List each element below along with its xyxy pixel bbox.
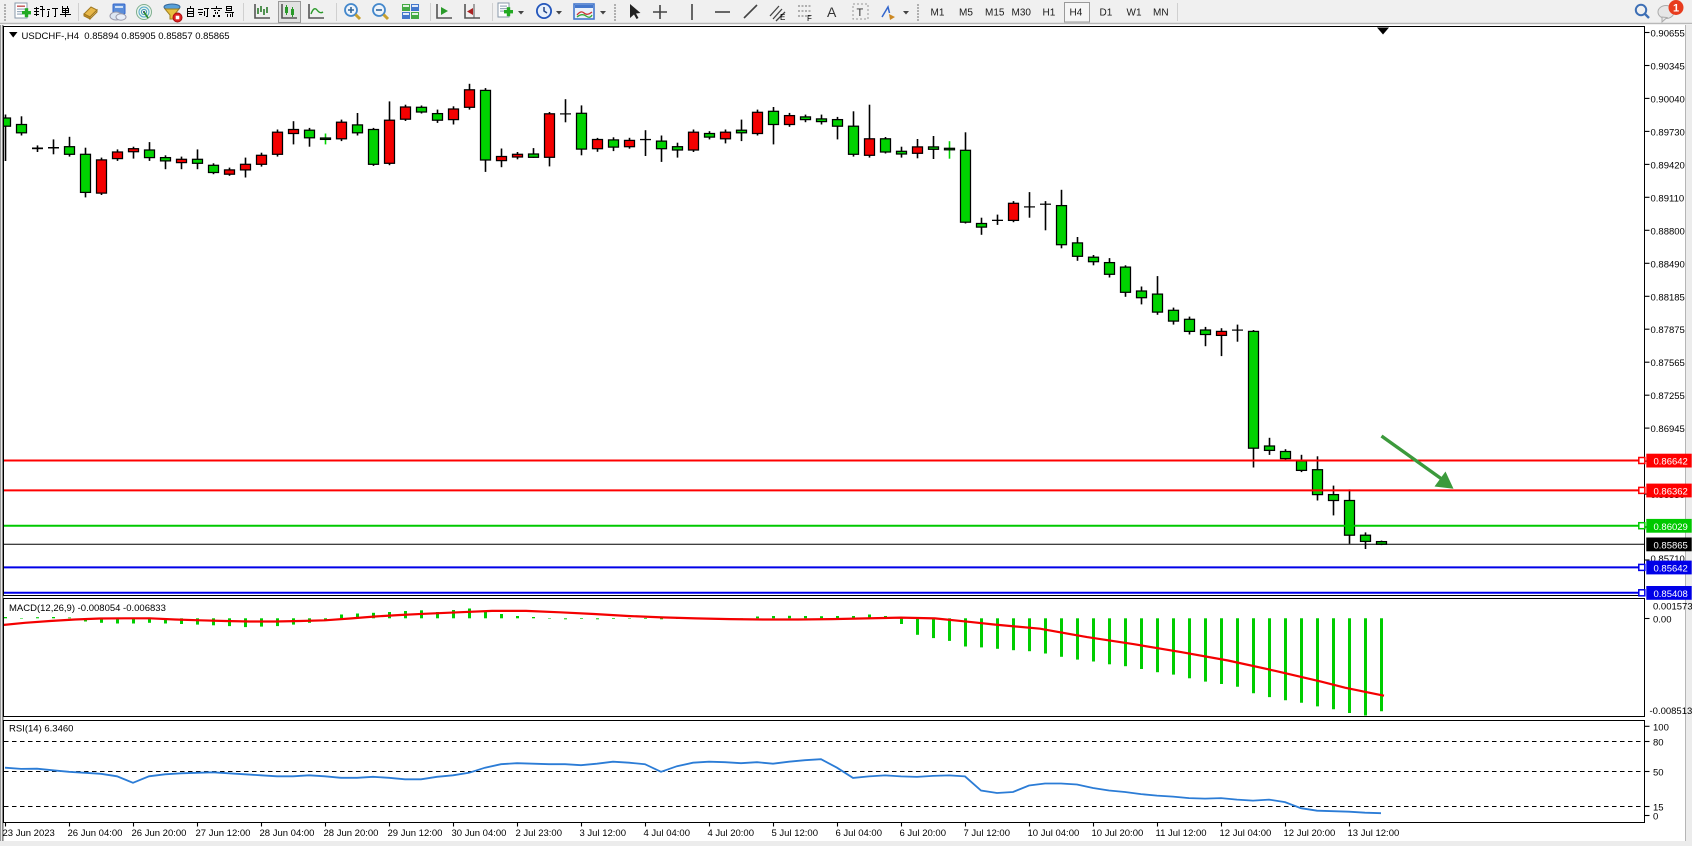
svg-text:MACD(12,26,9) -0.008054 -0.006: MACD(12,26,9) -0.008054 -0.006833 [9, 603, 166, 614]
svg-text:0.87565: 0.87565 [1651, 358, 1685, 369]
svg-text:0.89730: 0.89730 [1651, 127, 1685, 138]
svg-text:M1: M1 [931, 8, 945, 19]
svg-text:H1: H1 [1043, 8, 1056, 19]
svg-text:28 Jun 20:00: 28 Jun 20:00 [324, 828, 379, 839]
svg-text:23 Jun 2023: 23 Jun 2023 [3, 828, 55, 839]
svg-text:80: 80 [1653, 738, 1664, 749]
svg-text:0.85865: 0.85865 [1654, 541, 1688, 552]
svg-text:12 Jul 20:00: 12 Jul 20:00 [1284, 828, 1336, 839]
svg-text:4 Jul 20:00: 4 Jul 20:00 [708, 828, 754, 839]
svg-text:30 Jun 04:00: 30 Jun 04:00 [452, 828, 507, 839]
svg-text:0.86642: 0.86642 [1654, 457, 1688, 468]
svg-text:-0.008513: -0.008513 [1650, 706, 1692, 717]
svg-text:10 Jul 04:00: 10 Jul 04:00 [1028, 828, 1080, 839]
svg-text:50: 50 [1653, 768, 1664, 779]
svg-text:0.85408: 0.85408 [1654, 589, 1688, 600]
svg-text:0.87255: 0.87255 [1651, 391, 1685, 402]
svg-text:0.001573: 0.001573 [1653, 602, 1692, 613]
svg-text:H4: H4 [1070, 8, 1083, 19]
svg-text:4 Jul 04:00: 4 Jul 04:00 [644, 828, 690, 839]
svg-text:15: 15 [1653, 803, 1664, 814]
svg-text:6 Jul 04:00: 6 Jul 04:00 [836, 828, 882, 839]
svg-text:28 Jun 04:00: 28 Jun 04:00 [260, 828, 315, 839]
svg-text:6 Jul 20:00: 6 Jul 20:00 [900, 828, 946, 839]
svg-text:3 Jul 12:00: 3 Jul 12:00 [580, 828, 626, 839]
svg-text:0.00: 0.00 [1653, 615, 1672, 626]
svg-text:29 Jun 12:00: 29 Jun 12:00 [388, 828, 443, 839]
svg-text:A: A [827, 4, 837, 20]
svg-text:F: F [807, 14, 812, 23]
svg-text:0.88800: 0.88800 [1651, 226, 1685, 237]
svg-text:W1: W1 [1127, 8, 1142, 19]
svg-text:D1: D1 [1100, 8, 1113, 19]
svg-text:M15: M15 [985, 8, 1005, 19]
svg-text:0.88490: 0.88490 [1651, 259, 1685, 270]
svg-text:12 Jul 04:00: 12 Jul 04:00 [1220, 828, 1272, 839]
svg-text:11 Jul 12:00: 11 Jul 12:00 [1156, 828, 1207, 839]
svg-text:2 Jul 23:00: 2 Jul 23:00 [516, 828, 562, 839]
svg-text:0.86362: 0.86362 [1654, 487, 1688, 498]
svg-text:0: 0 [1653, 812, 1658, 823]
svg-text:27 Jun 12:00: 27 Jun 12:00 [196, 828, 251, 839]
svg-text:5 Jul 12:00: 5 Jul 12:00 [772, 828, 818, 839]
svg-text:7 Jul 12:00: 7 Jul 12:00 [964, 828, 1010, 839]
svg-text:MN: MN [1153, 8, 1169, 19]
svg-text:T: T [857, 7, 864, 19]
svg-text:0.89110: 0.89110 [1651, 193, 1685, 204]
svg-text:M5: M5 [959, 8, 973, 19]
svg-text:M30: M30 [1012, 8, 1032, 19]
svg-text:1: 1 [1673, 3, 1679, 15]
svg-text:USDCHF-,H4 0.85894 0.85905 0.: USDCHF-,H4 0.85894 0.85905 0.85857 0.858… [22, 31, 230, 42]
svg-text:0.86029: 0.86029 [1654, 522, 1688, 533]
svg-text:RSI(14) 6.3460: RSI(14) 6.3460 [9, 724, 73, 735]
svg-text:10 Jul 20:00: 10 Jul 20:00 [1092, 828, 1144, 839]
svg-text:0.89420: 0.89420 [1651, 160, 1685, 171]
svg-text:0.85710: 0.85710 [1651, 554, 1685, 565]
svg-text:100: 100 [1653, 722, 1669, 733]
svg-text:0.88185: 0.88185 [1651, 292, 1685, 303]
svg-text:26 Jun 04:00: 26 Jun 04:00 [68, 828, 123, 839]
svg-text:0.90040: 0.90040 [1651, 94, 1685, 105]
svg-text:26 Jun 20:00: 26 Jun 20:00 [132, 828, 187, 839]
svg-text:0.90345: 0.90345 [1651, 62, 1685, 73]
svg-text:0.85642: 0.85642 [1654, 564, 1688, 575]
svg-text:0.90655: 0.90655 [1651, 29, 1685, 40]
svg-text:13 Jul 12:00: 13 Jul 12:00 [1348, 828, 1400, 839]
svg-text:E: E [780, 13, 785, 22]
svg-text:0.86945: 0.86945 [1651, 424, 1685, 435]
svg-text:0.87875: 0.87875 [1651, 325, 1685, 336]
